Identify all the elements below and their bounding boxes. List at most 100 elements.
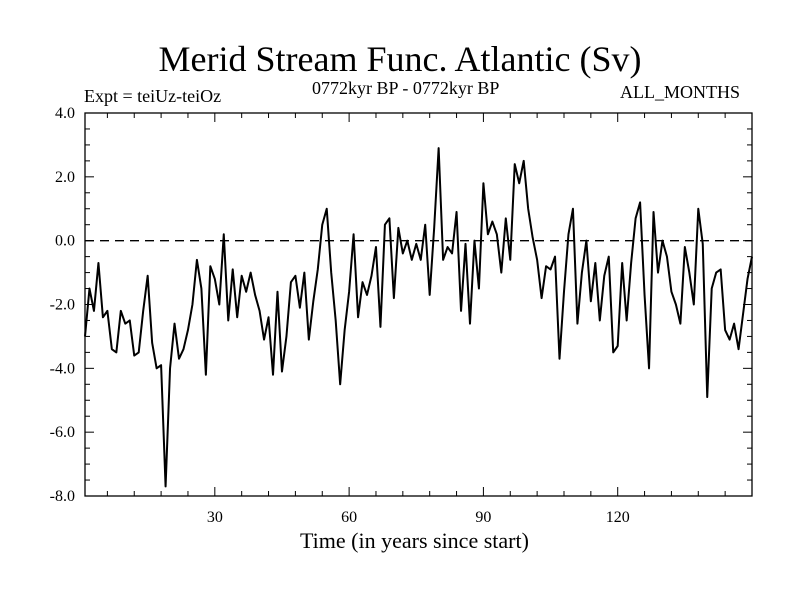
data-point (617, 345, 619, 347)
data-point (93, 310, 95, 312)
data-point (187, 329, 189, 331)
data-point (679, 323, 681, 325)
data-point (442, 259, 444, 261)
data-point (693, 304, 695, 306)
data-point (303, 272, 305, 274)
data-point (688, 272, 690, 274)
data-point (339, 383, 341, 385)
data-point (697, 208, 699, 210)
data-point (178, 358, 180, 360)
data-point (518, 182, 520, 184)
data-point (447, 246, 449, 248)
data-point (657, 272, 659, 274)
x-axis-ticks: 30 60 90 120 (106, 113, 753, 526)
data-point (733, 323, 735, 325)
x-tick-label: 90 (475, 509, 491, 526)
data-point (124, 323, 126, 325)
y-axis-ticks: 4.0 2.0 0.0 -2.0 -4.0 -6.0 -8.0 (50, 105, 752, 505)
data-point (550, 268, 552, 270)
data-point (393, 297, 395, 299)
data-point (738, 348, 740, 350)
data-point (527, 208, 529, 210)
y-tick-label: -4.0 (50, 360, 75, 377)
data-point (308, 339, 310, 341)
data-point (572, 208, 574, 210)
data-point (411, 259, 413, 261)
data-point (160, 364, 162, 366)
data-point (196, 259, 198, 261)
x-tick-label: 60 (341, 509, 357, 526)
data-point (563, 291, 565, 293)
y-tick-label: -2.0 (50, 297, 75, 314)
data-point (236, 316, 238, 318)
data-point (496, 233, 498, 235)
data-point (424, 224, 426, 226)
data-point (142, 310, 144, 312)
y-tick-label: -8.0 (50, 488, 75, 505)
time-range-label: 0772kyr BP - 0772kyr BP (312, 78, 500, 98)
data-point (299, 307, 301, 309)
data-point (272, 374, 274, 376)
data-point (232, 268, 234, 270)
data-points (84, 147, 753, 487)
data-point (644, 294, 646, 296)
data-point (357, 316, 359, 318)
y-tick-label: -6.0 (50, 424, 75, 441)
data-point (720, 268, 722, 270)
data-point (312, 300, 314, 302)
x-tick-label: 120 (606, 509, 630, 526)
data-point (585, 240, 587, 242)
data-point (362, 281, 364, 283)
data-point (111, 348, 113, 350)
data-point (129, 319, 131, 321)
data-point (715, 272, 717, 274)
data-point (115, 351, 117, 353)
x-axis-label: Time (in years since start) (300, 528, 529, 553)
data-point (438, 147, 440, 149)
data-point (370, 275, 372, 277)
data-point (102, 316, 104, 318)
y-tick-label: 4.0 (55, 105, 75, 122)
data-point (147, 275, 149, 277)
data-point (487, 233, 489, 235)
data-point (666, 256, 668, 258)
data-point (711, 288, 713, 290)
y-tick-label: 2.0 (55, 169, 75, 186)
data-point (612, 351, 614, 353)
data-point (599, 319, 601, 321)
data-point (590, 300, 592, 302)
data-point (169, 367, 171, 369)
experiment-label: Expt = teiUz-teiOz (84, 86, 222, 106)
data-point (259, 310, 261, 312)
x-tick-label: 30 (207, 509, 223, 526)
data-point (576, 323, 578, 325)
data-point (451, 252, 453, 254)
data-point (120, 310, 122, 312)
data-point (465, 243, 467, 245)
data-point (469, 323, 471, 325)
data-point (491, 221, 493, 223)
data-point (335, 319, 337, 321)
data-point (182, 348, 184, 350)
data-point (559, 358, 561, 360)
data-point (420, 259, 422, 261)
data-point (684, 246, 686, 248)
data-point (742, 313, 744, 315)
chart-title: Merid Stream Func. Atlantic (Sv) (158, 39, 642, 79)
data-point (88, 288, 90, 290)
data-point (285, 335, 287, 337)
data-point (594, 262, 596, 264)
data-point (263, 339, 265, 341)
data-point (384, 224, 386, 226)
data-point (138, 351, 140, 353)
data-point (670, 291, 672, 293)
data-point (523, 160, 525, 162)
data-point (321, 224, 323, 226)
data-point (281, 371, 283, 373)
data-point (241, 275, 243, 277)
data-point (415, 243, 417, 245)
data-point (209, 265, 211, 267)
data-point (635, 217, 637, 219)
data-point (366, 294, 368, 296)
data-point (648, 367, 650, 369)
